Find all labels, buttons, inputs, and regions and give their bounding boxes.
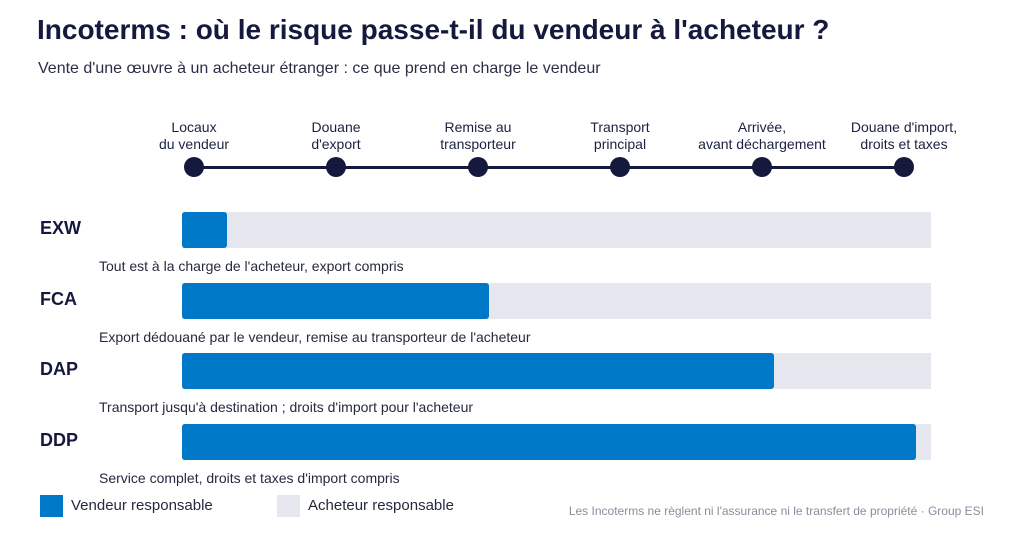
seller-responsibility-bar <box>182 353 774 389</box>
page-title: Incoterms : où le risque passe-t-il du v… <box>37 14 830 45</box>
term-code: FCA <box>40 289 77 309</box>
stage-carrier-handover: Remise au transporteur <box>398 117 558 177</box>
legend-swatch-seller <box>40 495 63 517</box>
stage-label: Arrivée, avant déchargement <box>698 119 826 152</box>
stage-label: Douane d'export <box>311 119 361 152</box>
term-description: Export dédouané par le vendeur, remise a… <box>99 329 531 345</box>
stage-seller-premises: Locaux du vendeur <box>114 117 274 177</box>
term-description: Tout est à la charge de l'acheteur, expo… <box>99 258 404 274</box>
term-track <box>182 212 931 248</box>
stage-main-transport: Transport principal <box>540 117 700 177</box>
legend-swatch-buyer <box>277 495 300 517</box>
stage-dot <box>894 157 914 177</box>
stage-label: Remise au transporteur <box>440 119 516 152</box>
stage-arrival: Arrivée, avant déchargement <box>682 117 842 177</box>
page-subtitle: Vente d'une œuvre à un acheteur étranger… <box>38 60 601 77</box>
legend-label-buyer: Acheteur responsable <box>308 497 454 514</box>
term-row-dap: DAP Transport jusqu'à destination ; droi… <box>0 353 1024 425</box>
term-row-exw: EXW Tout est à la charge de l'acheteur, … <box>0 212 1024 284</box>
source-note: Les Incoterms ne règlent ni l'assurance … <box>568 504 984 518</box>
stage-dot <box>326 157 346 177</box>
term-code: EXW <box>40 218 82 238</box>
stage-label: Locaux du vendeur <box>158 119 230 152</box>
stage-label: Douane d'import, droits et taxes <box>850 119 958 152</box>
term-track <box>182 353 931 389</box>
legend-label-seller: Vendeur responsable <box>71 497 213 514</box>
term-code: DAP <box>40 359 79 379</box>
stage-dot <box>610 157 630 177</box>
stage-label: Transport principal <box>590 119 650 152</box>
term-track <box>182 283 931 319</box>
seller-responsibility-bar <box>182 424 917 460</box>
term-row-ddp: DDP Service complet, droits et taxes d'i… <box>0 424 1024 496</box>
stage-dot <box>468 157 488 177</box>
term-code: DDP <box>40 430 79 450</box>
seller-responsibility-bar <box>182 212 227 248</box>
term-description: Service complet, droits et taxes d'impor… <box>99 470 400 486</box>
term-track <box>182 424 931 460</box>
term-row-fca: FCA Export dédouané par le vendeur, remi… <box>0 283 1024 355</box>
stage-export-customs: Douane d'export <box>256 117 416 177</box>
seller-responsibility-bar <box>182 283 490 319</box>
timeline-line <box>194 166 905 169</box>
stage-dot <box>752 157 772 177</box>
stage-import-customs: Douane d'import, droits et taxes <box>824 117 984 177</box>
stage-dot <box>184 157 204 177</box>
term-description: Transport jusqu'à destination ; droits d… <box>99 399 474 415</box>
